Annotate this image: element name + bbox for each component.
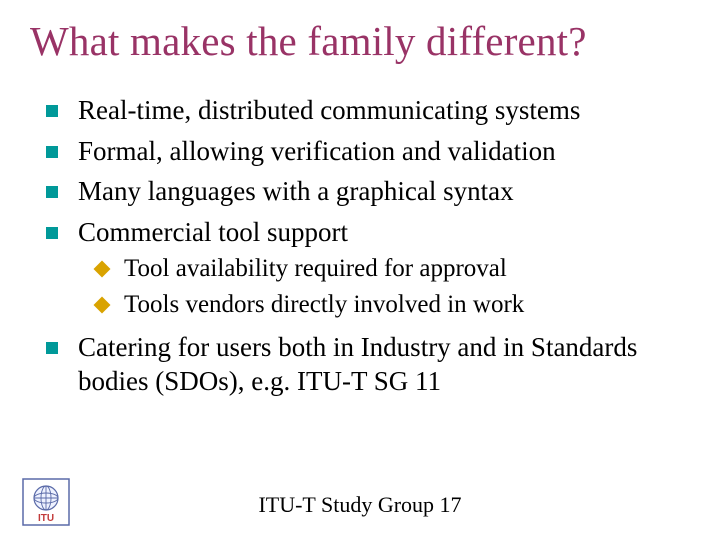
diamond-bullet-icon xyxy=(94,296,111,313)
bullet-text: Real-time, distributed communicating sys… xyxy=(78,93,580,128)
square-bullet-icon xyxy=(46,186,58,198)
bullet-text: Commercial tool support xyxy=(78,217,348,247)
list-item: Commercial tool support Tool availabilit… xyxy=(46,215,690,324)
square-bullet-icon xyxy=(46,105,58,117)
sub-bullet-text: Tool availability required for approval xyxy=(124,253,507,284)
slide-footer: ITU-T Study Group 17 xyxy=(0,492,720,518)
slide-title: What makes the family different? xyxy=(30,18,690,65)
bullet-text: Many languages with a graphical syntax xyxy=(78,174,514,209)
list-item: Formal, allowing verification and valida… xyxy=(46,134,690,169)
bullet-text: Catering for users both in Industry and … xyxy=(78,330,690,399)
bullet-list: Real-time, distributed communicating sys… xyxy=(46,93,690,399)
sub-bullet-text: Tools vendors directly involved in work xyxy=(124,289,524,320)
itu-logo-icon: ITU xyxy=(22,478,70,526)
square-bullet-icon xyxy=(46,227,58,239)
slide: What makes the family different? Real-ti… xyxy=(0,0,720,540)
square-bullet-icon xyxy=(46,342,58,354)
diamond-bullet-icon xyxy=(94,261,111,278)
list-item: Many languages with a graphical syntax xyxy=(46,174,690,209)
square-bullet-icon xyxy=(46,146,58,158)
list-item: Real-time, distributed communicating sys… xyxy=(46,93,690,128)
list-item: Tools vendors directly involved in work xyxy=(96,289,690,320)
logo-text: ITU xyxy=(38,513,54,524)
bullet-text: Formal, allowing verification and valida… xyxy=(78,134,556,169)
list-item: Catering for users both in Industry and … xyxy=(46,330,690,399)
sub-bullet-list: Tool availability required for approval … xyxy=(96,253,690,320)
list-item: Tool availability required for approval xyxy=(96,253,690,284)
